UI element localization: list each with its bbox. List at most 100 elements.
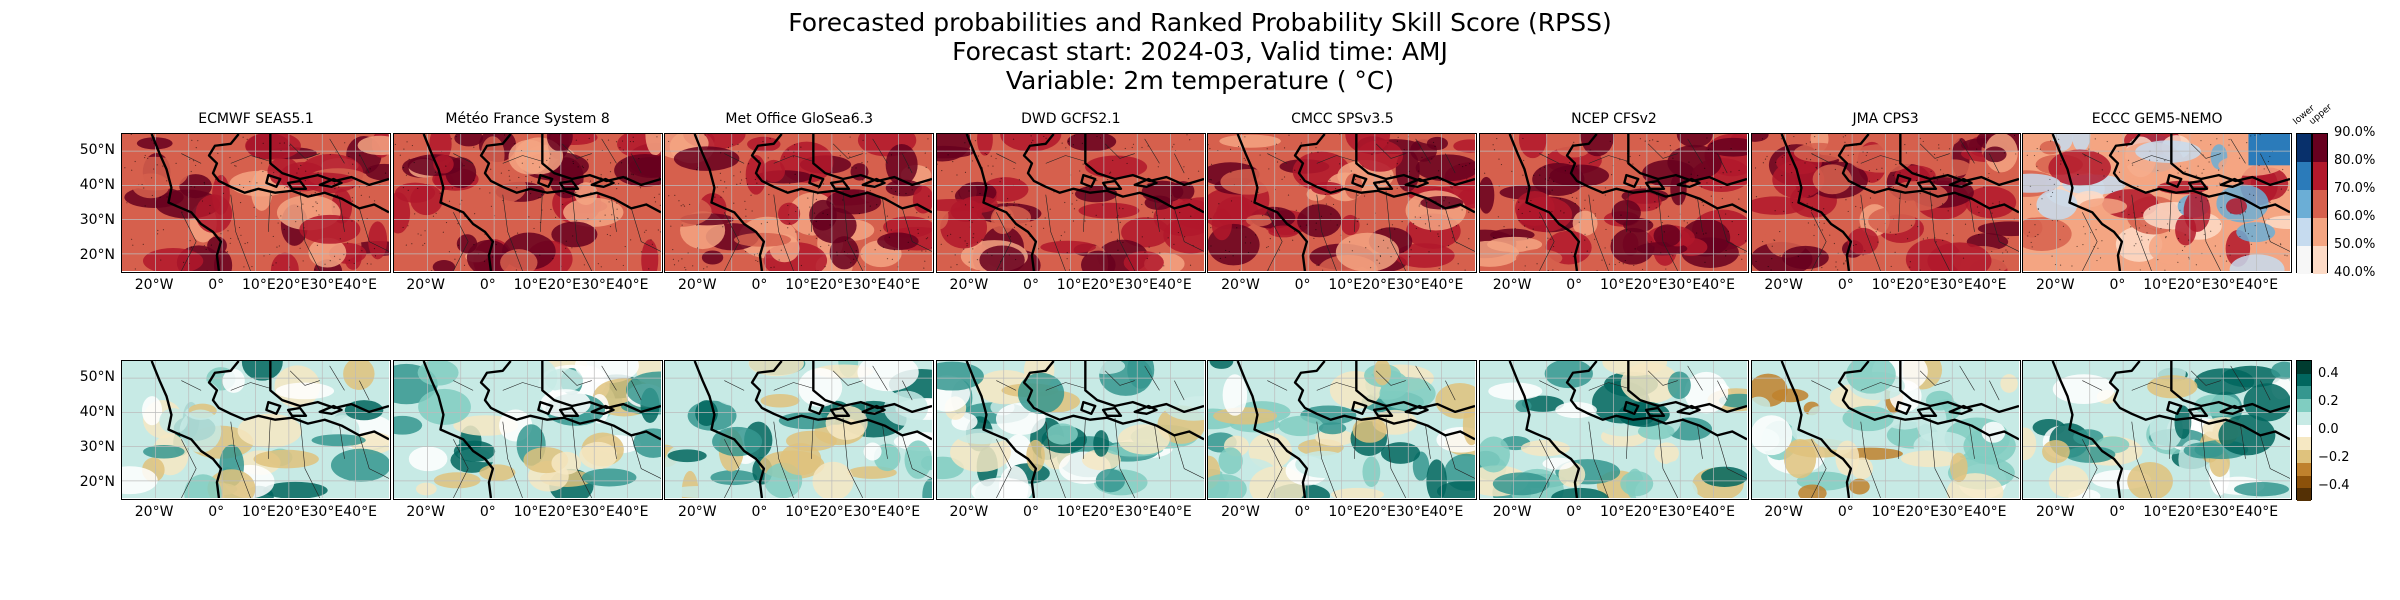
stipple-dot (1006, 202, 1008, 205)
colorbar-segment (2313, 162, 2327, 190)
stipple-dot (1550, 238, 1552, 240)
stipple-dot (2239, 235, 2241, 238)
stipple-dot (235, 165, 237, 167)
stipple-dot (1767, 266, 1769, 268)
stipple-dot (1669, 145, 1671, 147)
field-patch (1357, 140, 1404, 172)
stipple-dot (1401, 220, 1404, 223)
stipple-dot (2239, 157, 2241, 159)
stipple-dot (435, 212, 437, 214)
stipple-dot (2063, 225, 2065, 227)
stipple-dot (1102, 204, 1104, 206)
stipple-dot (966, 243, 968, 245)
stipple-dot (1230, 148, 1232, 150)
stipple-dot (1381, 228, 1383, 230)
stipple-dot (1570, 192, 1572, 195)
stipple-dot (272, 264, 274, 266)
stipple-dot (538, 254, 540, 256)
lon-tick-label: 20°W (1764, 504, 1804, 520)
stipple-dot (1780, 138, 1782, 140)
stipple-dot (1437, 233, 1439, 235)
stipple-dot (1063, 201, 1066, 204)
stipple-dot (1006, 198, 1008, 200)
stipple-dot (1524, 265, 1526, 267)
stipple-dot (1937, 147, 1940, 149)
stipple-dot (554, 216, 556, 218)
stipple-dot (1296, 209, 1298, 211)
field-patch (365, 163, 389, 181)
stipple-dot (561, 203, 563, 206)
stipple-dot (2282, 168, 2284, 171)
stipple-dot (794, 144, 796, 146)
field-patch (184, 474, 222, 498)
stipple-dot (1725, 213, 1727, 215)
stipple-dot (1797, 190, 1799, 193)
stipple-dot (1281, 178, 1284, 180)
stipple-dot (1922, 140, 1924, 143)
stipple-dot (2164, 269, 2166, 271)
stipple-dot (818, 187, 820, 190)
lat-tick-label: 40°N (79, 403, 115, 420)
panel-title: Météo France System 8 (445, 111, 610, 127)
lon-tick-label: 20°E (1362, 504, 1396, 520)
stipple-dot (597, 263, 599, 265)
lon-tick-label: 0° (1837, 504, 1854, 520)
stipple-dot (2137, 185, 2139, 187)
stipple-dot (685, 269, 687, 271)
stipple-dot (1955, 175, 1957, 177)
stipple-dot (1894, 163, 1897, 166)
field-patch (253, 449, 319, 469)
stipple-dot (674, 264, 676, 266)
lon-tick-label: 30°E (1395, 277, 1430, 293)
stipple-dot (940, 170, 943, 172)
stipple-dot (1438, 225, 1441, 227)
stipple-dot (1000, 177, 1002, 180)
field-patch (829, 236, 860, 270)
stipple-dot (820, 245, 822, 248)
stipple-dot (1915, 179, 1917, 182)
stipple-dot (1403, 149, 1406, 151)
stipple-dot (588, 137, 590, 140)
stipple-dot (1301, 142, 1303, 144)
stipple-dot (869, 190, 872, 192)
field-patch (857, 361, 919, 392)
stipple-dot (1625, 161, 1627, 163)
stipple-dot (1672, 255, 1674, 257)
field-patch (442, 207, 508, 227)
stipple-dot (2003, 152, 2005, 154)
stipple-dot (1933, 181, 1935, 183)
coastline (693, 361, 933, 498)
stipple-dot (2030, 203, 2032, 205)
lat-tick-label: 20°N (79, 473, 115, 490)
stipple-dot (692, 265, 694, 267)
stipple-dot (329, 153, 331, 156)
stipple-dot (606, 233, 608, 235)
stipple-dot (928, 195, 930, 197)
stipple-dot (280, 215, 282, 217)
stipple-dot (1232, 255, 1235, 257)
stipple-dot (1620, 214, 1622, 216)
field-patch (936, 361, 984, 391)
stipple-dot (1288, 194, 1290, 196)
stipple-dot (1847, 210, 1849, 212)
stipple-dot (2060, 163, 2062, 165)
stipple-dot (916, 212, 918, 214)
stipple-dot (1034, 218, 1036, 220)
field-patch (1268, 225, 1300, 238)
stipple-dot (651, 243, 653, 245)
stipple-dot (1755, 260, 1757, 262)
stipple-dot (1583, 207, 1586, 209)
field-patch (1482, 156, 1516, 169)
stipple-dot (951, 161, 954, 163)
colorbar-segment (2297, 424, 2311, 438)
stipple-dot (1932, 175, 1935, 177)
colorbar-tick-label: 40.0% (2334, 265, 2376, 280)
stipple-dot (1828, 234, 1830, 236)
stipple-dot (1611, 174, 1613, 176)
stipple-dot (672, 258, 675, 260)
stipple-dot (1618, 261, 1620, 263)
stipple-dot (968, 261, 970, 263)
stipple-dot (2128, 159, 2130, 161)
stipple-dot (1498, 158, 1500, 160)
stipple-dot (2286, 255, 2288, 257)
